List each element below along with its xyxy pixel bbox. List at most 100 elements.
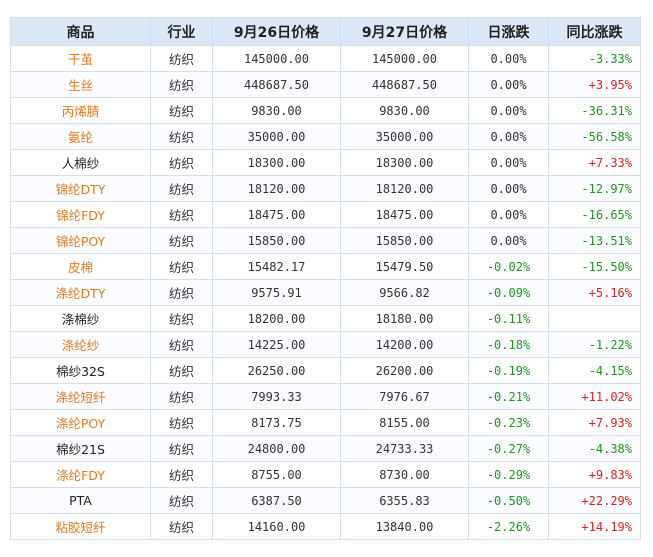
price: 26250.00 bbox=[212, 357, 341, 384]
product-name: 氨纶 bbox=[10, 123, 151, 150]
product-name: 涤纶DTY bbox=[10, 279, 151, 306]
yoy-change: +7.93% bbox=[548, 409, 641, 436]
daily-change: 0.00% bbox=[468, 227, 549, 254]
price: 15850.00 bbox=[340, 227, 469, 254]
yoy-change: +7.33% bbox=[548, 149, 641, 176]
product-name: 涤纶短纤 bbox=[10, 383, 151, 410]
price: 14160.00 bbox=[212, 513, 341, 540]
industry: 纺织 bbox=[150, 383, 213, 410]
yoy-change: -15.50% bbox=[548, 253, 641, 280]
table-row: 干茧 纺织 145000.00 145000.00 0.00% -3.33% bbox=[10, 45, 641, 72]
product-name: 棉纱32S bbox=[10, 357, 151, 384]
daily-change: -0.21% bbox=[468, 383, 549, 410]
daily-change: -0.09% bbox=[468, 279, 549, 306]
table-body: 干茧 纺织 145000.00 145000.00 0.00% -3.33% 生丝 纺织 448… bbox=[10, 45, 641, 540]
industry: 纺织 bbox=[150, 123, 213, 150]
price: 448687.50 bbox=[340, 71, 469, 98]
daily-change: 0.00% bbox=[468, 175, 549, 202]
yoy-change: +9.83% bbox=[548, 461, 641, 488]
yoy-change: -1.22% bbox=[548, 331, 641, 358]
daily-change: 0.00% bbox=[468, 149, 549, 176]
header-cell: 日涨跌 bbox=[468, 17, 549, 46]
price: 26200.00 bbox=[340, 357, 469, 384]
table-row: 锦纶POY 纺织 15850.00 15850.00 0.00% -13.51% bbox=[10, 227, 641, 254]
price: 7993.33 bbox=[212, 383, 341, 410]
industry: 纺织 bbox=[150, 45, 213, 72]
product-name: 粘胶短纤 bbox=[10, 513, 151, 540]
table-row: 涤纶POY 纺织 8173.75 8155.00 -0.23% +7.93% bbox=[10, 409, 641, 436]
price: 145000.00 bbox=[340, 45, 469, 72]
industry: 纺织 bbox=[150, 487, 213, 514]
price: 9830.00 bbox=[340, 97, 469, 124]
table-row: 丙烯腈 纺织 9830.00 9830.00 0.00% -36.31% bbox=[10, 97, 641, 124]
price: 18475.00 bbox=[340, 201, 469, 228]
table-row: 锦纶FDY 纺织 18475.00 18475.00 0.00% -16.65% bbox=[10, 201, 641, 228]
table-row: 锦纶DTY 纺织 18120.00 18120.00 0.00% -12.97% bbox=[10, 175, 641, 202]
product-name: 锦纶POY bbox=[10, 227, 151, 254]
product-name: 涤纶FDY bbox=[10, 461, 151, 488]
product-name: 皮棉 bbox=[10, 253, 151, 280]
product-name: 生丝 bbox=[10, 71, 151, 98]
yoy-change: -16.65% bbox=[548, 201, 641, 228]
price: 15479.50 bbox=[340, 253, 469, 280]
industry: 纺织 bbox=[150, 253, 213, 280]
daily-change: -0.19% bbox=[468, 357, 549, 384]
yoy-change: -4.38% bbox=[548, 435, 641, 462]
industry: 纺织 bbox=[150, 305, 213, 332]
product-name: 涤纶POY bbox=[10, 409, 151, 436]
table-row: 棉纱32S 纺织 26250.00 26200.00 -0.19% -4.15% bbox=[10, 357, 641, 384]
yoy-change bbox=[548, 305, 641, 332]
table-row: 生丝 纺织 448687.50 448687.50 0.00% +3.95% bbox=[10, 71, 641, 98]
header-cell: 行业 bbox=[150, 17, 213, 46]
daily-change: -0.02% bbox=[468, 253, 549, 280]
price: 14225.00 bbox=[212, 331, 341, 358]
header-cell: 9月26日价格 bbox=[212, 17, 341, 46]
industry: 纺织 bbox=[150, 409, 213, 436]
industry: 纺织 bbox=[150, 227, 213, 254]
industry: 纺织 bbox=[150, 331, 213, 358]
table-row: 人棉纱 纺织 18300.00 18300.00 0.00% +7.33% bbox=[10, 149, 641, 176]
industry: 纺织 bbox=[150, 357, 213, 384]
industry: 纺织 bbox=[150, 201, 213, 228]
price: 8730.00 bbox=[340, 461, 469, 488]
table-row: 涤纶短纤 纺织 7993.33 7976.67 -0.21% +11.02% bbox=[10, 383, 641, 410]
industry: 纺织 bbox=[150, 435, 213, 462]
daily-change: 0.00% bbox=[468, 97, 549, 124]
product-name: 涤棉纱 bbox=[10, 305, 151, 332]
product-name: 棉纱21S bbox=[10, 435, 151, 462]
price: 24800.00 bbox=[212, 435, 341, 462]
yoy-change: +3.95% bbox=[548, 71, 641, 98]
price: 24733.33 bbox=[340, 435, 469, 462]
price: 14200.00 bbox=[340, 331, 469, 358]
daily-change: 0.00% bbox=[468, 123, 549, 150]
product-name: 锦纶FDY bbox=[10, 201, 151, 228]
product-name: 人棉纱 bbox=[10, 149, 151, 176]
industry: 纺织 bbox=[150, 513, 213, 540]
yoy-change: +11.02% bbox=[548, 383, 641, 410]
price: 9830.00 bbox=[212, 97, 341, 124]
price: 9575.91 bbox=[212, 279, 341, 306]
table-row: 涤纶纱 纺织 14225.00 14200.00 -0.18% -1.22% bbox=[10, 331, 641, 358]
industry: 纺织 bbox=[150, 71, 213, 98]
price: 448687.50 bbox=[212, 71, 341, 98]
price: 18200.00 bbox=[212, 305, 341, 332]
price: 7976.67 bbox=[340, 383, 469, 410]
industry: 纺织 bbox=[150, 149, 213, 176]
daily-change: -0.11% bbox=[468, 305, 549, 332]
daily-change: -0.50% bbox=[468, 487, 549, 514]
table-row: 粘胶短纤 纺织 14160.00 13840.00 -2.26% +14.19% bbox=[10, 513, 641, 540]
price: 145000.00 bbox=[212, 45, 341, 72]
yoy-change: -3.33% bbox=[548, 45, 641, 72]
price: 15482.17 bbox=[212, 253, 341, 280]
daily-change: -0.23% bbox=[468, 409, 549, 436]
yoy-change: +5.16% bbox=[548, 279, 641, 306]
price: 8755.00 bbox=[212, 461, 341, 488]
product-name: 涤纶纱 bbox=[10, 331, 151, 358]
industry: 纺织 bbox=[150, 97, 213, 124]
product-name: 锦纶DTY bbox=[10, 175, 151, 202]
table-row: 棉纱21S 纺织 24800.00 24733.33 -0.27% -4.38% bbox=[10, 435, 641, 462]
product-name: 丙烯腈 bbox=[10, 97, 151, 124]
yoy-change: -13.51% bbox=[548, 227, 641, 254]
price: 15850.00 bbox=[212, 227, 341, 254]
